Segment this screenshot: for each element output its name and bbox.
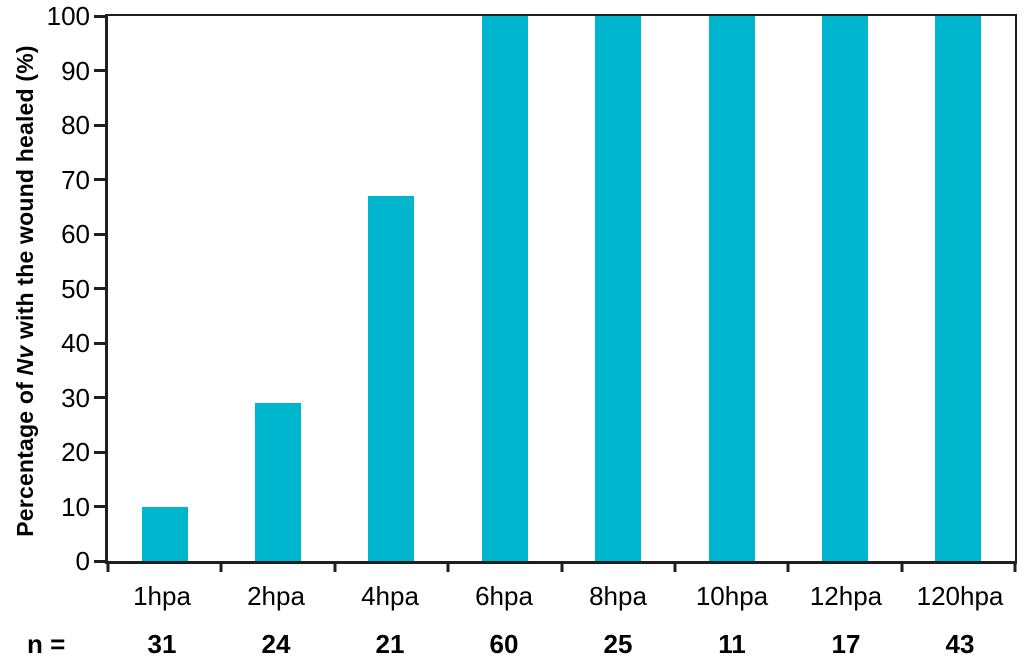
y-tick-50 (94, 287, 105, 290)
x-tick-6 (786, 561, 790, 572)
x-label-120hpa: 120hpa (916, 581, 1004, 611)
y-tick-90 (94, 69, 105, 72)
x-tick-2 (333, 561, 337, 572)
bar-slot-8hpa (562, 16, 675, 561)
x-label-1hpa: 1hpa (133, 581, 191, 611)
bar-slot-120hpa (902, 16, 1015, 561)
y-tick-label-60: 60 (61, 219, 90, 249)
bar-10hpa (708, 16, 755, 561)
y-axis-title-italic-nv: Nv (12, 345, 38, 376)
n-value-2hpa: 24 (261, 629, 291, 659)
x-tick-3 (446, 561, 450, 572)
x-label-2hpa: 2hpa (247, 581, 305, 611)
y-tick-label-70: 70 (61, 164, 90, 195)
bar-slot-1hpa (108, 16, 221, 561)
plot-area: 0 10 20 30 40 50 60 70 80 90 100 (47, 3, 1017, 574)
x-tick-7 (900, 561, 904, 572)
x-tick-0 (106, 561, 110, 572)
y-tick-label-20: 20 (61, 437, 90, 467)
bar-4hpa (368, 195, 415, 561)
bar-slot-12hpa (788, 16, 901, 561)
x-tick-5 (673, 561, 677, 572)
bar-slot-10hpa (675, 16, 788, 561)
y-axis-title: Percentage of Nv with the wound healed (… (12, 16, 42, 566)
y-tick-30 (94, 396, 105, 399)
y-axis-title-post: with the wound healed (%) (12, 45, 38, 346)
n-value-8hpa: 25 (603, 629, 633, 659)
bar-slot-6hpa (448, 16, 561, 561)
y-tick-label-90: 90 (61, 55, 90, 86)
bar-1hpa (141, 506, 188, 561)
bar-120hpa (935, 16, 982, 561)
n-value-120hpa: 43 (945, 629, 975, 659)
x-tick-1 (219, 561, 223, 572)
y-tick-label-0: 0 (75, 546, 90, 576)
bar-6hpa (481, 16, 528, 561)
y-tick-100 (94, 14, 105, 18)
y-tick-label-40: 40 (61, 328, 90, 358)
n-value-6hpa: 60 (489, 629, 519, 659)
y-tick-40 (94, 341, 105, 345)
n-value-12hpa: 17 (831, 629, 861, 659)
x-label-10hpa: 10hpa (695, 581, 769, 611)
x-label-12hpa: 12hpa (809, 581, 883, 611)
y-tick-label-100: 100 (46, 1, 90, 31)
x-tick-4 (560, 561, 563, 572)
y-tick-80 (94, 123, 105, 127)
bar-8hpa (595, 16, 642, 561)
x-label-4hpa: 4hpa (361, 581, 419, 611)
x-label-6hpa: 6hpa (475, 581, 533, 611)
n-value-4hpa: 21 (375, 629, 405, 659)
y-tick-20 (94, 450, 105, 454)
y-tick-label-80: 80 (61, 110, 90, 140)
n-values-row: 31 24 21 60 25 11 17 43 (105, 630, 1017, 659)
bar-12hpa (821, 16, 868, 561)
n-value-1hpa: 31 (147, 629, 177, 659)
y-axis-title-pre: Percentage of (12, 375, 38, 537)
n-value-10hpa: 11 (718, 629, 746, 659)
bar-slot-2hpa (221, 16, 334, 561)
y-tick-70 (94, 178, 105, 181)
y-tick-10 (94, 505, 105, 508)
y-tick-0 (94, 559, 105, 563)
y-tick-label-10: 10 (61, 491, 90, 522)
x-tick-8 (1013, 561, 1017, 572)
y-tick-label-50: 50 (61, 273, 90, 304)
x-label-8hpa: 8hpa (589, 581, 647, 611)
x-axis-labels: 1hpa 2hpa 4hpa 6hpa 8hpa 10hpa 12hpa 120hpa (105, 582, 1017, 611)
y-tick-label-30: 30 (61, 382, 90, 413)
bar-2hpa (255, 402, 302, 561)
y-tick-60 (94, 232, 105, 236)
n-equals-label: n = (27, 629, 66, 659)
bar-slot-4hpa (335, 16, 448, 561)
bars-container (108, 16, 1015, 561)
